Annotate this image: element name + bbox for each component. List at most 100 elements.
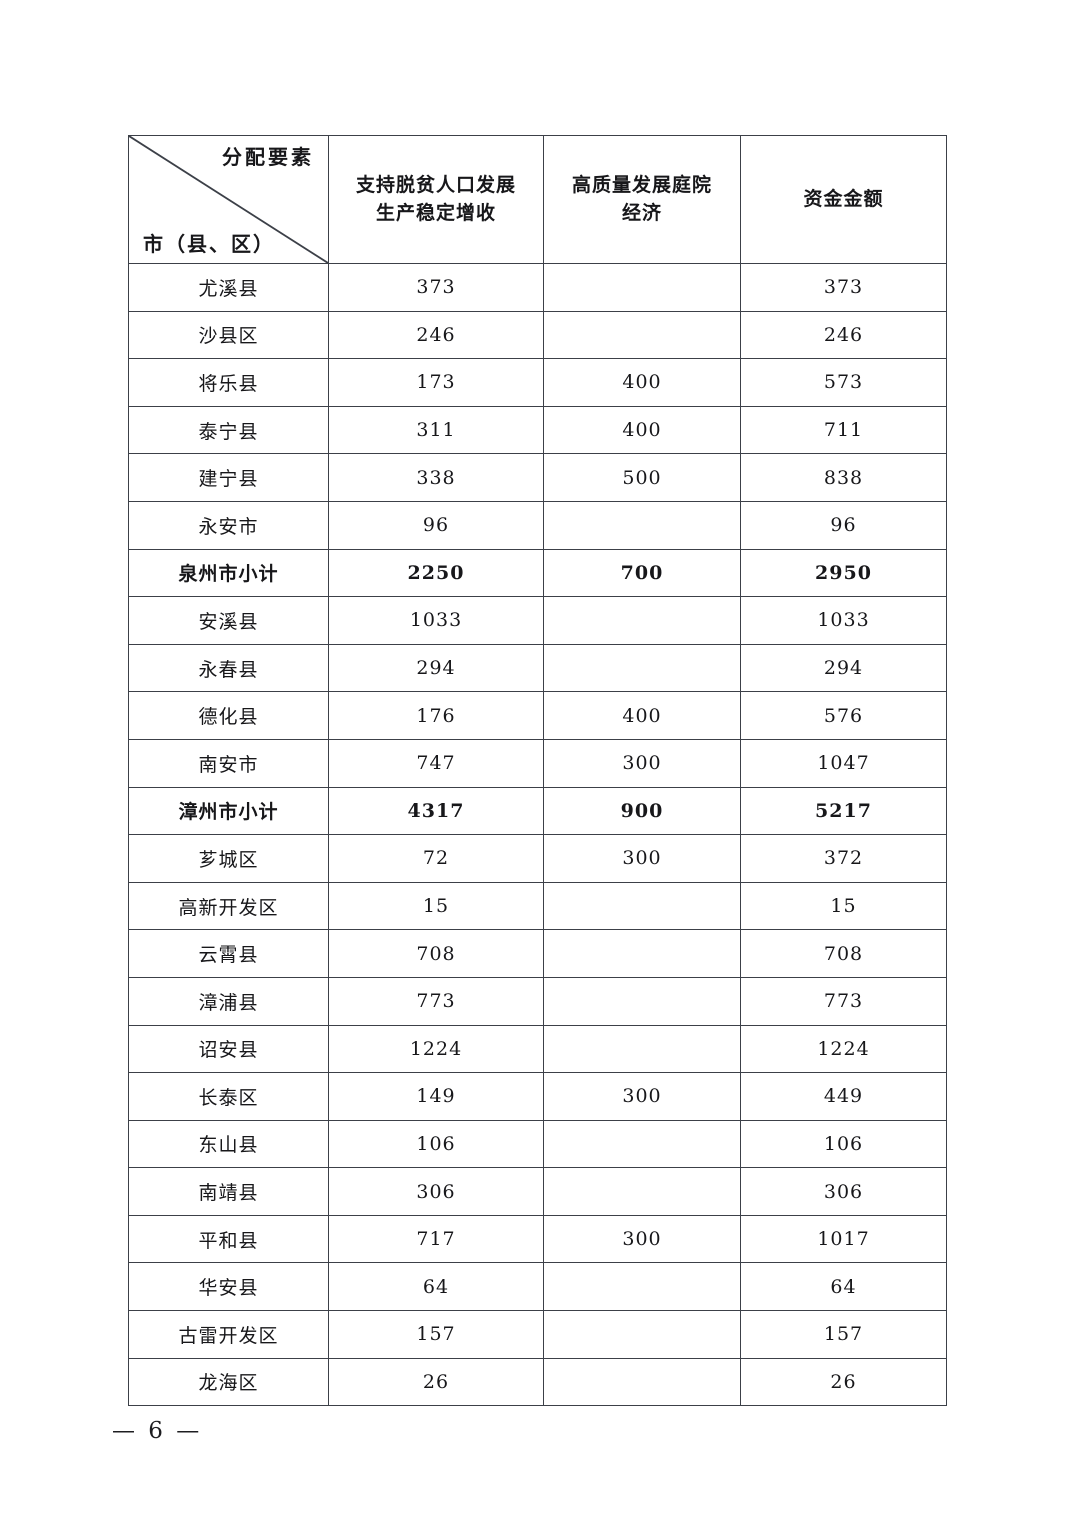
cell-amount: 246 bbox=[740, 310, 947, 360]
table-row: 将乐县 173 400 573 bbox=[128, 358, 947, 407]
header-cell-amount: 资金金额 bbox=[740, 135, 947, 264]
cell-amount: 372 bbox=[740, 834, 947, 883]
cell-amount: 106 bbox=[740, 1119, 947, 1169]
table-row: 沙县区 246 246 bbox=[128, 310, 947, 360]
cell-amount: 1017 bbox=[740, 1214, 947, 1264]
cell-yard-economy bbox=[543, 976, 741, 1026]
table-row: 长泰区 149 300 449 bbox=[128, 1072, 947, 1121]
cell-amount: 96 bbox=[740, 500, 947, 550]
cell-region: 古雷开发区 bbox=[128, 1310, 329, 1359]
table-row: 南安市 747 300 1047 bbox=[128, 738, 947, 788]
cell-amount: 64 bbox=[740, 1262, 947, 1312]
table-row: 永春县 294 294 bbox=[128, 643, 947, 693]
cell-region: 泰宁县 bbox=[128, 405, 329, 455]
cell-region: 诏安县 bbox=[128, 1024, 329, 1074]
cell-support: 173 bbox=[328, 358, 544, 407]
cell-amount: 838 bbox=[740, 453, 947, 502]
cell-support: 106 bbox=[328, 1119, 544, 1169]
table-row: 建宁县 338 500 838 bbox=[128, 453, 947, 502]
cell-amount: 1033 bbox=[740, 596, 947, 645]
cell-support: 2250 bbox=[328, 548, 544, 598]
cell-support: 157 bbox=[328, 1310, 544, 1359]
cell-support: 246 bbox=[328, 310, 544, 360]
cell-region: 南安市 bbox=[128, 738, 329, 788]
header-label-yard-economy: 高质量发展庭院 经济 bbox=[571, 173, 712, 224]
cell-yard-economy bbox=[543, 1119, 741, 1169]
table-row: 漳浦县 773 773 bbox=[128, 976, 947, 1026]
table-row: 诏安县 1224 1224 bbox=[128, 1024, 947, 1074]
table-row: 古雷开发区 157 157 bbox=[128, 1310, 947, 1359]
table-row: 尤溪县 373 373 bbox=[128, 263, 947, 312]
cell-support: 294 bbox=[328, 643, 544, 693]
table-row: 安溪县 1033 1033 bbox=[128, 596, 947, 645]
cell-region: 安溪县 bbox=[128, 596, 329, 645]
cell-region: 泉州市小计 bbox=[128, 548, 329, 598]
cell-support: 708 bbox=[328, 929, 544, 978]
cell-amount: 294 bbox=[740, 643, 947, 693]
header-corner-cell: 分配要素 市（县、区） bbox=[128, 135, 329, 264]
cell-yard-economy: 500 bbox=[543, 453, 741, 502]
table-row: 永安市 96 96 bbox=[128, 500, 947, 550]
table-row: 云霄县 708 708 bbox=[128, 929, 947, 978]
cell-region: 南靖县 bbox=[128, 1167, 329, 1216]
table-row: 德化县 176 400 576 bbox=[128, 691, 947, 740]
cell-region: 永春县 bbox=[128, 643, 329, 693]
cell-yard-economy bbox=[543, 596, 741, 645]
cell-yard-economy bbox=[543, 1310, 741, 1359]
cell-yard-economy: 900 bbox=[543, 786, 741, 836]
cell-amount: 1224 bbox=[740, 1024, 947, 1074]
cell-support: 1224 bbox=[328, 1024, 544, 1074]
cell-yard-economy bbox=[543, 1357, 741, 1407]
table-subtotal-row: 泉州市小计 2250 700 2950 bbox=[128, 548, 947, 598]
table-body: 分配要素 市（县、区） 支持脱贫人口发展 生产稳定增收 高质量发展庭院 经济 资… bbox=[128, 135, 947, 1407]
cell-amount: 573 bbox=[740, 358, 947, 407]
cell-support: 311 bbox=[328, 405, 544, 455]
cell-yard-economy bbox=[543, 263, 741, 312]
cell-region: 尤溪县 bbox=[128, 263, 329, 312]
cell-support: 373 bbox=[328, 263, 544, 312]
cell-amount: 711 bbox=[740, 405, 947, 455]
cell-amount: 576 bbox=[740, 691, 947, 740]
cell-support: 64 bbox=[328, 1262, 544, 1312]
cell-yard-economy bbox=[543, 1167, 741, 1216]
table-row: 华安县 64 64 bbox=[128, 1262, 947, 1312]
cell-support: 96 bbox=[328, 500, 544, 550]
table-row: 高新开发区 15 15 bbox=[128, 881, 947, 931]
cell-support: 176 bbox=[328, 691, 544, 740]
cell-region: 漳州市小计 bbox=[128, 786, 329, 836]
cell-yard-economy: 300 bbox=[543, 1072, 741, 1121]
cell-region: 平和县 bbox=[128, 1214, 329, 1264]
cell-support: 72 bbox=[328, 834, 544, 883]
header-label-amount: 资金金额 bbox=[803, 187, 884, 210]
header-corner-bottom-label: 市（县、区） bbox=[143, 232, 275, 256]
table-row: 东山县 106 106 bbox=[128, 1119, 947, 1169]
cell-yard-economy: 300 bbox=[543, 834, 741, 883]
header-label-support: 支持脱贫人口发展 生产稳定增收 bbox=[355, 173, 516, 224]
cell-support: 149 bbox=[328, 1072, 544, 1121]
cell-support: 26 bbox=[328, 1357, 544, 1407]
header-cell-yard-economy: 高质量发展庭院 经济 bbox=[543, 135, 741, 264]
cell-region: 漳浦县 bbox=[128, 976, 329, 1026]
page-number-footer: — 6 — bbox=[112, 1418, 203, 1444]
cell-support: 747 bbox=[328, 738, 544, 788]
cell-amount: 373 bbox=[740, 263, 947, 312]
cell-support: 717 bbox=[328, 1214, 544, 1264]
cell-yard-economy bbox=[543, 500, 741, 550]
cell-support: 4317 bbox=[328, 786, 544, 836]
table-row: 龙海区 26 26 bbox=[128, 1357, 947, 1407]
table-header-row: 分配要素 市（县、区） 支持脱贫人口发展 生产稳定增收 高质量发展庭院 经济 资… bbox=[128, 135, 947, 264]
cell-region: 沙县区 bbox=[128, 310, 329, 360]
cell-yard-economy bbox=[543, 1262, 741, 1312]
cell-amount: 2950 bbox=[740, 548, 947, 598]
cell-amount: 15 bbox=[740, 881, 947, 931]
table-row: 南靖县 306 306 bbox=[128, 1167, 947, 1216]
cell-yard-economy bbox=[543, 1024, 741, 1074]
cell-region: 华安县 bbox=[128, 1262, 329, 1312]
cell-region: 龙海区 bbox=[128, 1357, 329, 1407]
cell-yard-economy: 400 bbox=[543, 691, 741, 740]
cell-support: 15 bbox=[328, 881, 544, 931]
cell-yard-economy bbox=[543, 643, 741, 693]
cell-region: 高新开发区 bbox=[128, 881, 329, 931]
cell-yard-economy bbox=[543, 310, 741, 360]
